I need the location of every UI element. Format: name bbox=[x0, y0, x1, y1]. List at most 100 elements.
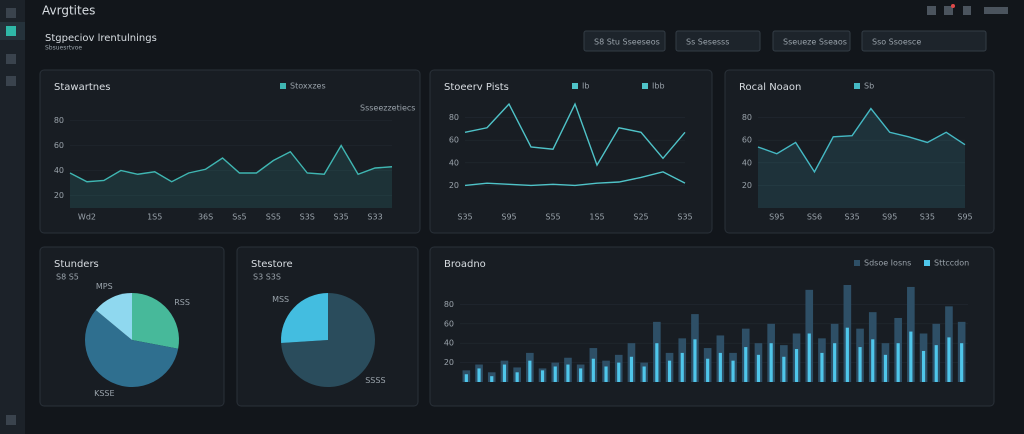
x-tick-label: S35 bbox=[457, 213, 472, 222]
panel bbox=[429, 69, 713, 234]
y-tick-label: 60 bbox=[54, 141, 64, 150]
pie-slice bbox=[281, 293, 375, 387]
y-tick-label: 20 bbox=[449, 181, 459, 190]
chart-title: Broadno bbox=[444, 259, 486, 270]
toolbar-label: S8 Stu Sseeseos bbox=[594, 38, 660, 47]
x-tick-label: S35 bbox=[677, 213, 692, 222]
x-tick-label: 36S bbox=[198, 213, 213, 222]
bar bbox=[667, 360, 672, 382]
area bbox=[758, 108, 965, 208]
bar bbox=[883, 354, 888, 382]
toolbar-button[interactable] bbox=[675, 30, 761, 52]
nav-icon[interactable] bbox=[6, 415, 16, 425]
bar bbox=[706, 358, 710, 382]
pie-slice bbox=[95, 293, 132, 340]
y-tick-label: 60 bbox=[742, 136, 752, 145]
chart-subtitle: S3 S3S bbox=[253, 273, 281, 282]
line bbox=[464, 102, 686, 167]
bar bbox=[833, 343, 837, 382]
chart-title: Stestore bbox=[251, 259, 293, 270]
slice-label: RSS bbox=[174, 298, 190, 307]
toolbar-button[interactable] bbox=[583, 30, 666, 52]
bar bbox=[655, 343, 659, 382]
nav-icon[interactable] bbox=[6, 54, 16, 64]
legend-label: Sttccdon bbox=[934, 259, 969, 268]
x-tick-label: Wd2 bbox=[78, 213, 96, 222]
pie-slice bbox=[281, 293, 328, 343]
y-tick-label: 80 bbox=[54, 116, 64, 125]
legend-label: Ibb bbox=[652, 82, 665, 91]
slice-label: MSS bbox=[272, 295, 289, 304]
toolbar-label: Ss Sesesss bbox=[686, 38, 729, 47]
bar bbox=[845, 327, 849, 382]
y-tick-label: 40 bbox=[742, 158, 752, 167]
bar bbox=[591, 358, 595, 382]
bar bbox=[782, 356, 786, 382]
x-tick-label: S95 bbox=[882, 213, 897, 222]
bar bbox=[909, 331, 913, 382]
chart-title: Rocal Noaon bbox=[739, 82, 801, 93]
bar bbox=[566, 364, 570, 382]
y-tick-label: 40 bbox=[449, 158, 459, 167]
bar bbox=[553, 366, 557, 382]
y-tick-label: 20 bbox=[742, 181, 752, 190]
y-tick-label: 80 bbox=[444, 300, 454, 309]
legend-swatch bbox=[924, 260, 930, 266]
heading: Stgpeciov lrentulnings bbox=[45, 33, 157, 44]
y-tick-label: 60 bbox=[444, 319, 454, 328]
chart-title: Stoeerv Pists bbox=[444, 82, 509, 93]
slice-label: KSSE bbox=[94, 389, 114, 398]
bar bbox=[642, 366, 646, 382]
y-tick-label: 40 bbox=[54, 166, 64, 175]
panel bbox=[724, 69, 995, 234]
bar bbox=[629, 356, 634, 382]
bar bbox=[617, 362, 621, 382]
user-menu[interactable] bbox=[984, 7, 1008, 14]
nav-icon[interactable] bbox=[6, 8, 16, 18]
bar bbox=[896, 343, 900, 382]
bar bbox=[858, 347, 862, 382]
app-title: Avrgtites bbox=[42, 4, 95, 18]
legend-label: Sb bbox=[864, 82, 874, 91]
bar bbox=[744, 347, 748, 382]
icon[interactable] bbox=[944, 6, 953, 15]
toolbar-button[interactable] bbox=[861, 30, 987, 52]
y-tick-label: 40 bbox=[444, 339, 454, 348]
toolbar-button[interactable] bbox=[772, 30, 851, 52]
legend-label: Stoxxzes bbox=[290, 82, 326, 91]
bar bbox=[604, 366, 608, 382]
nav-icon[interactable] bbox=[6, 76, 16, 86]
y-tick-label: 20 bbox=[444, 358, 454, 367]
icon[interactable] bbox=[963, 6, 971, 15]
chart-title: Stawartnes bbox=[54, 82, 110, 93]
y-tick-label: 80 bbox=[449, 113, 459, 122]
bar bbox=[477, 368, 481, 382]
slice-label: MPS bbox=[96, 282, 113, 291]
bar bbox=[540, 370, 545, 382]
bar bbox=[528, 360, 532, 382]
icon[interactable] bbox=[927, 6, 936, 15]
bar bbox=[464, 374, 468, 382]
bar bbox=[807, 333, 811, 382]
legend-label: Sdsoe Iosns bbox=[864, 259, 911, 268]
panel bbox=[39, 69, 421, 234]
bar bbox=[718, 352, 722, 382]
bar bbox=[871, 339, 875, 382]
bar bbox=[960, 343, 964, 382]
bar bbox=[490, 376, 494, 382]
legend-swatch bbox=[572, 83, 578, 89]
bar bbox=[680, 352, 684, 382]
x-tick-label: S95 bbox=[501, 213, 516, 222]
badge bbox=[951, 4, 955, 8]
bar bbox=[947, 337, 951, 382]
x-tick-label: S95 bbox=[769, 213, 784, 222]
bar bbox=[934, 345, 938, 382]
slice-label: SSSS bbox=[365, 376, 385, 385]
x-tick-label: SS6 bbox=[807, 213, 822, 222]
bar bbox=[502, 364, 507, 382]
chart-title: Stunders bbox=[54, 259, 99, 270]
legend-label: Ib bbox=[582, 82, 589, 91]
nav-icon[interactable] bbox=[6, 26, 16, 36]
subheading: Sbsuesrtvoe bbox=[45, 45, 82, 52]
